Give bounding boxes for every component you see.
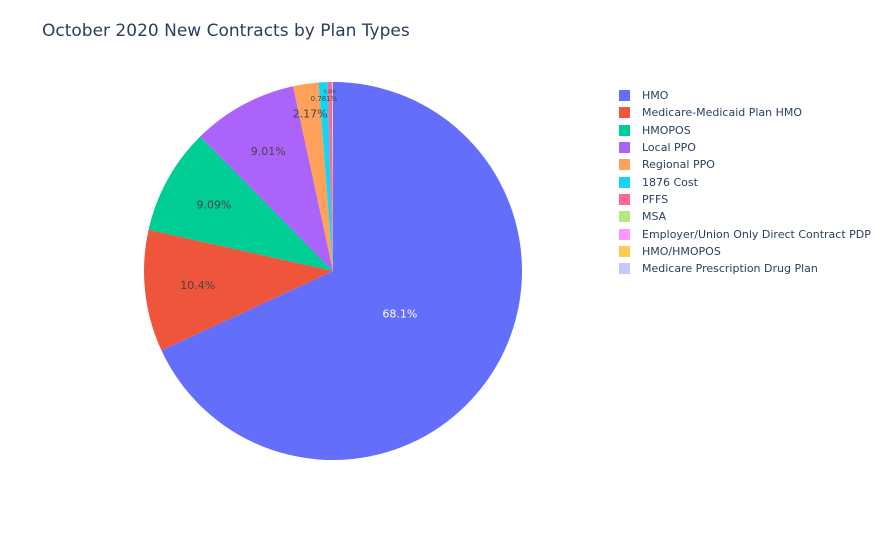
legend: HMO Medicare-Medicaid Plan HMO HMOPOS Local…	[619, 87, 871, 277]
legend-item-hmo[interactable]: HMO	[619, 87, 871, 104]
legend-swatch	[619, 90, 630, 102]
legend-swatch	[619, 124, 630, 136]
legend-swatch	[619, 245, 630, 257]
legend-swatch	[619, 142, 630, 154]
legend-label: 1876 Cost	[642, 175, 698, 189]
legend-item-regional-ppo[interactable]: Regional PPO	[619, 156, 871, 173]
pie-label-1876-cost: 0.781%	[311, 95, 338, 103]
pie-slice-medicare-medicaid-plan-hmo[interactable]	[144, 229, 333, 351]
legend-item-medicare-medicaid-plan-hmo[interactable]: Medicare-Medicaid Plan HMO	[619, 104, 871, 121]
legend-label: Medicare-Medicaid Plan HMO	[642, 106, 803, 120]
pie-slice-local-ppo[interactable]	[200, 86, 333, 271]
pie-slice-regional-ppo[interactable]	[293, 82, 333, 271]
legend-label: HMO	[642, 89, 669, 103]
legend-label: Medicare Prescription Drug Plan	[642, 262, 818, 276]
pie-label-medicare-medicaid-plan-hmo: 10.4%	[180, 279, 215, 292]
legend-swatch	[619, 176, 630, 188]
pie-slice-pffs[interactable]	[327, 82, 333, 271]
pie-labels: 68.1% 10.4% 9.09% 9.01% 2.17% 0.781%0.35%	[180, 89, 417, 320]
legend-swatch	[619, 159, 630, 171]
pie-label-regional-ppo: 2.17%	[293, 107, 328, 120]
pie-label-local-ppo: 9.01%	[251, 145, 286, 158]
legend-label: HMO/HMOPOS	[642, 244, 721, 258]
legend-label: HMOPOS	[642, 123, 691, 137]
legend-item-local-ppo[interactable]: Local PPO	[619, 139, 871, 156]
pie-label-hmo: 68.1%	[382, 307, 417, 320]
legend-label: Regional PPO	[642, 158, 715, 172]
legend-swatch	[619, 107, 630, 119]
legend-swatch	[619, 263, 630, 275]
legend-label: PFFS	[642, 192, 669, 206]
pie-slice-msa[interactable]	[331, 82, 333, 271]
legend-item-hmopos[interactable]: HMOPOS	[619, 122, 871, 139]
chart-title: October 2020 New Contracts by Plan Types	[42, 21, 410, 41]
pie-slice-hmopos[interactable]	[148, 136, 333, 271]
legend-label: MSA	[642, 210, 667, 224]
legend-item-employer-union-only-direct-contract-pdp[interactable]: Employer/Union Only Direct Contract PDP	[619, 225, 871, 242]
legend-swatch	[619, 228, 630, 240]
pie-slices	[144, 81, 522, 460]
legend-item-1876-cost[interactable]: 1876 Cost	[619, 173, 871, 190]
legend-item-hmo-hmopos[interactable]: HMO/HMOPOS	[619, 243, 871, 260]
legend-label: Local PPO	[642, 141, 696, 155]
legend-item-msa[interactable]: MSA	[619, 208, 871, 225]
legend-swatch	[619, 211, 630, 223]
legend-item-pffs[interactable]: PFFS	[619, 191, 871, 208]
legend-swatch	[619, 193, 630, 205]
pie-slice-hmo[interactable]	[161, 82, 522, 460]
legend-label: Employer/Union Only Direct Contract PDP	[642, 227, 871, 241]
pie-slice-1876-cost[interactable]	[318, 82, 333, 271]
pie-label-hmopos: 9.09%	[196, 199, 231, 212]
legend-item-medicare-prescription-drug-plan[interactable]: Medicare Prescription Drug Plan	[619, 260, 871, 277]
pie-label-pffs: 0.35%	[324, 89, 337, 94]
